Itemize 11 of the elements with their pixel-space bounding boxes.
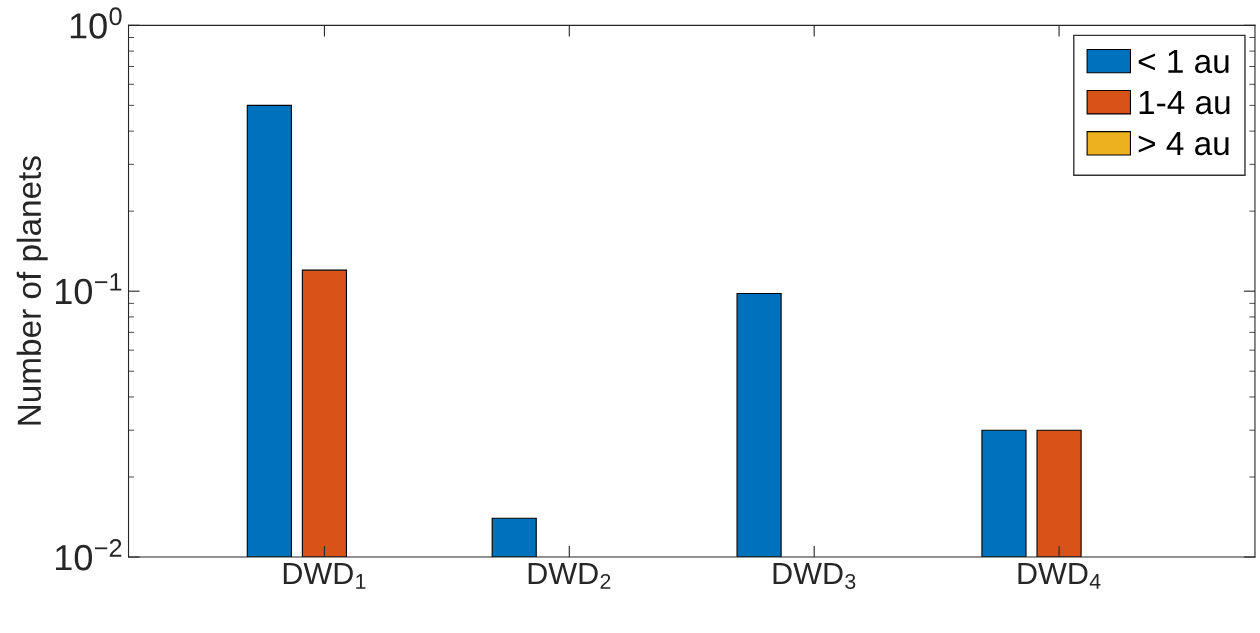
y-tick-label: 10$^{−2}$	[56, 539, 122, 571]
y-tick-label: 10$^{0}$	[70, 7, 122, 39]
legend-label: 1-4 au	[1139, 90, 1230, 115]
legend-label: < 1 au	[1138, 49, 1229, 74]
y-axis-title: Number of planets	[16, 156, 48, 425]
legend-label: > 4 au	[1138, 132, 1229, 156]
x-tick-label: DWD$_{1}$	[283, 562, 366, 589]
x-tick-label: DWD$_{2}$	[528, 562, 611, 589]
y-tick-label: 10$^{−1}$	[56, 273, 122, 305]
x-tick-label: DWD$_{3}$	[773, 562, 856, 590]
x-tick-label: DWD$_{4}$	[1018, 562, 1101, 589]
